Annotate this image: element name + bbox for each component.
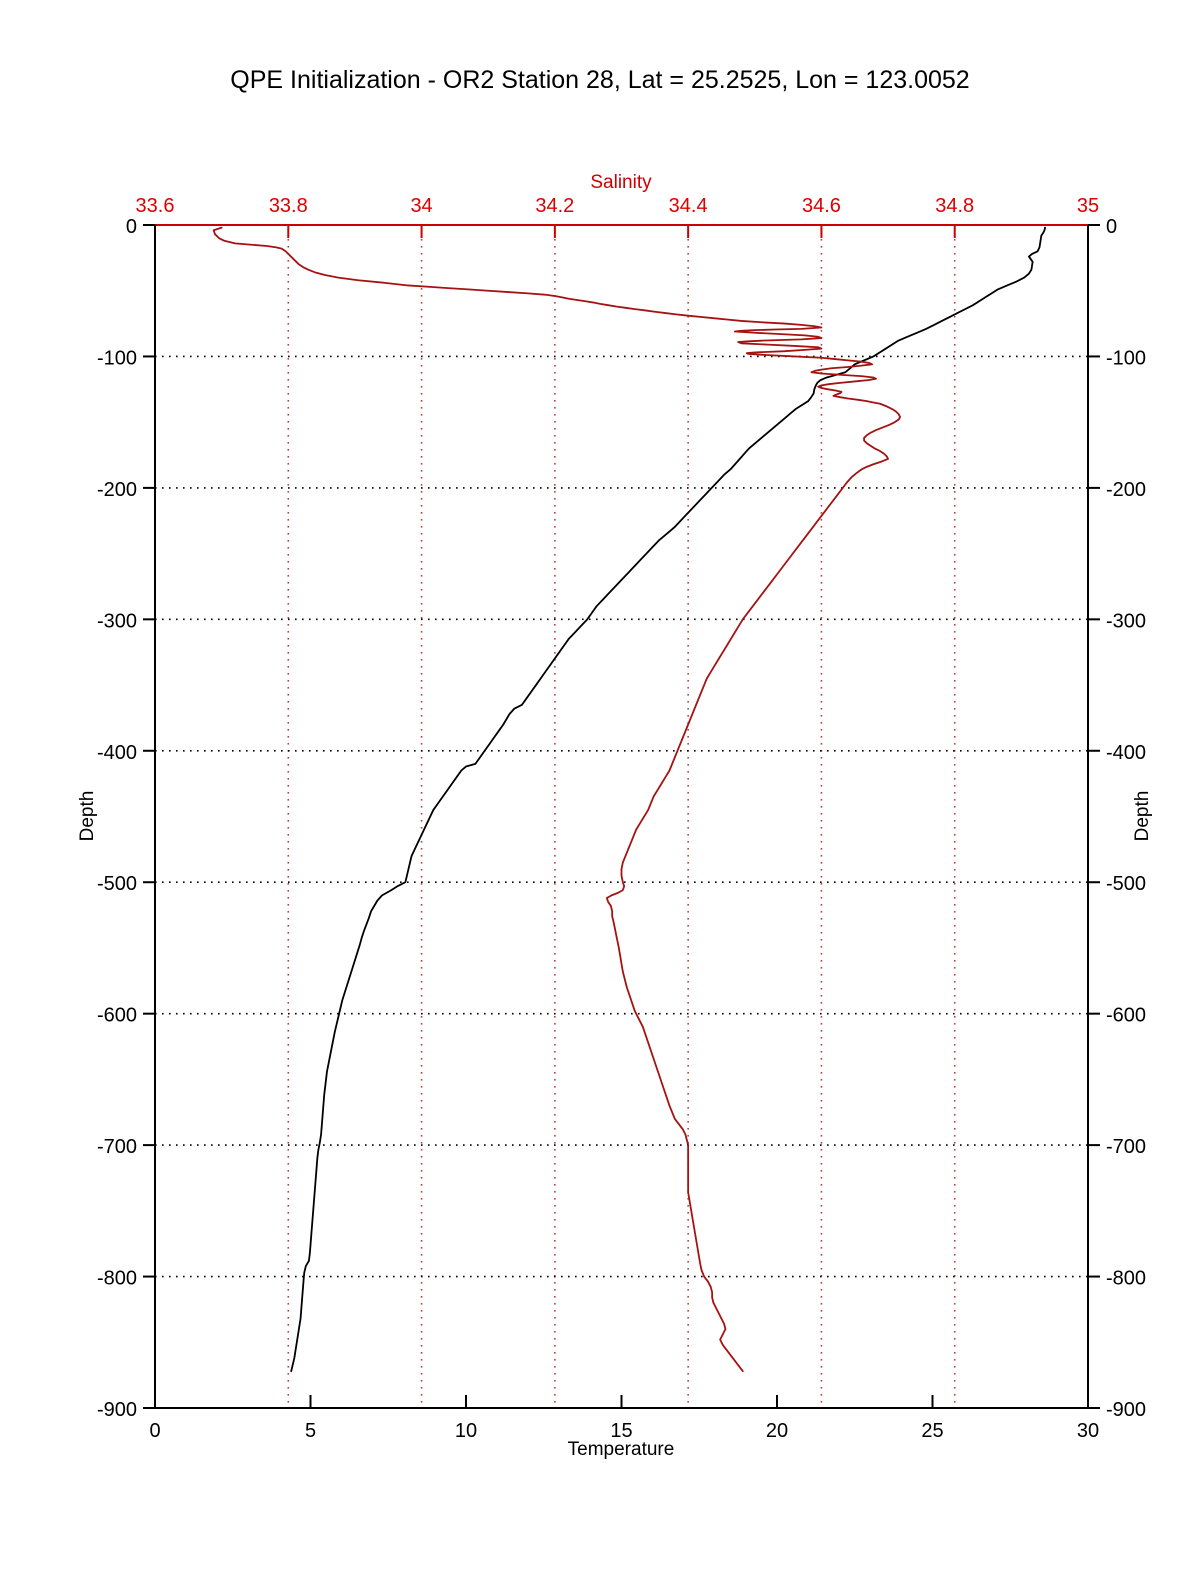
series-line-salinity: [212, 226, 901, 1373]
ticklabel-depth-right: -600: [1106, 1005, 1146, 1027]
ticklabel-temperature: 0: [149, 1420, 160, 1442]
ticklabel-depth-right: -800: [1106, 1268, 1146, 1290]
ticklabel-depth-right: -300: [1106, 610, 1146, 632]
ticklabel-salinity: 35: [1077, 195, 1099, 217]
ticklabel-depth-left: -700: [97, 1136, 137, 1158]
ticklabel-temperature: 15: [610, 1420, 632, 1442]
left-axis-label: Depth: [77, 791, 98, 842]
ticklabel-salinity: 34.6: [802, 195, 841, 217]
ticklabel-salinity: 33.6: [136, 195, 175, 217]
ticklabel-depth-left: -100: [97, 347, 137, 369]
bottom-axis-label: Temperature: [568, 1439, 675, 1460]
ticklabel-depth-left: -800: [97, 1268, 137, 1290]
ticklabel-depth-left: 0: [126, 216, 137, 238]
ticklabel-temperature: 5: [305, 1420, 316, 1442]
ticklabel-depth-right: 0: [1106, 216, 1117, 238]
ticklabel-depth-left: -900: [97, 1399, 137, 1421]
ticklabel-depth-left: -600: [97, 1005, 137, 1027]
ticklabel-depth-left: -300: [97, 610, 137, 632]
ticklabel-depth-left: -400: [97, 742, 137, 764]
ticklabel-depth-right: -100: [1106, 347, 1146, 369]
ticklabel-temperature: 25: [921, 1420, 943, 1442]
ticklabel-depth-right: -700: [1106, 1136, 1146, 1158]
ticklabel-temperature: 30: [1077, 1420, 1099, 1442]
ticklabel-salinity: 34.2: [535, 195, 574, 217]
ticklabel-salinity: 33.8: [269, 195, 308, 217]
plot-frame: [154, 224, 1089, 1409]
top-axis-label: Salinity: [590, 172, 652, 193]
ticklabel-depth-left: -200: [97, 479, 137, 501]
ticklabel-temperature: 20: [766, 1420, 788, 1442]
ticklabel-depth-right: -400: [1106, 742, 1146, 764]
horizontal-gridlines: [155, 355, 1088, 1278]
data-series: [212, 226, 1046, 1373]
ticklabel-depth-left: -500: [97, 873, 137, 895]
ticklabel-depth-right: -200: [1106, 479, 1146, 501]
series-line-temperature: [290, 226, 1046, 1373]
ticklabel-depth-right: -900: [1106, 1399, 1146, 1421]
axis-tick-labels: 33.6 33.8 34 34.2 34.4 34.6 34.8 35 0 5 10 15 20 25 30…: [97, 195, 1146, 1442]
ticklabel-salinity: 34: [410, 195, 432, 217]
page-title: QPE Initialization - OR2 Station 28, Lat…: [230, 66, 969, 94]
right-axis-label: Depth: [1132, 791, 1153, 842]
ticklabel-temperature: 10: [455, 1420, 477, 1442]
vertical-gridlines: [287, 225, 956, 1408]
ticklabel-salinity: 34.4: [669, 195, 708, 217]
ticklabel-salinity: 34.8: [935, 195, 974, 217]
ticklabel-depth-right: -500: [1106, 873, 1146, 895]
